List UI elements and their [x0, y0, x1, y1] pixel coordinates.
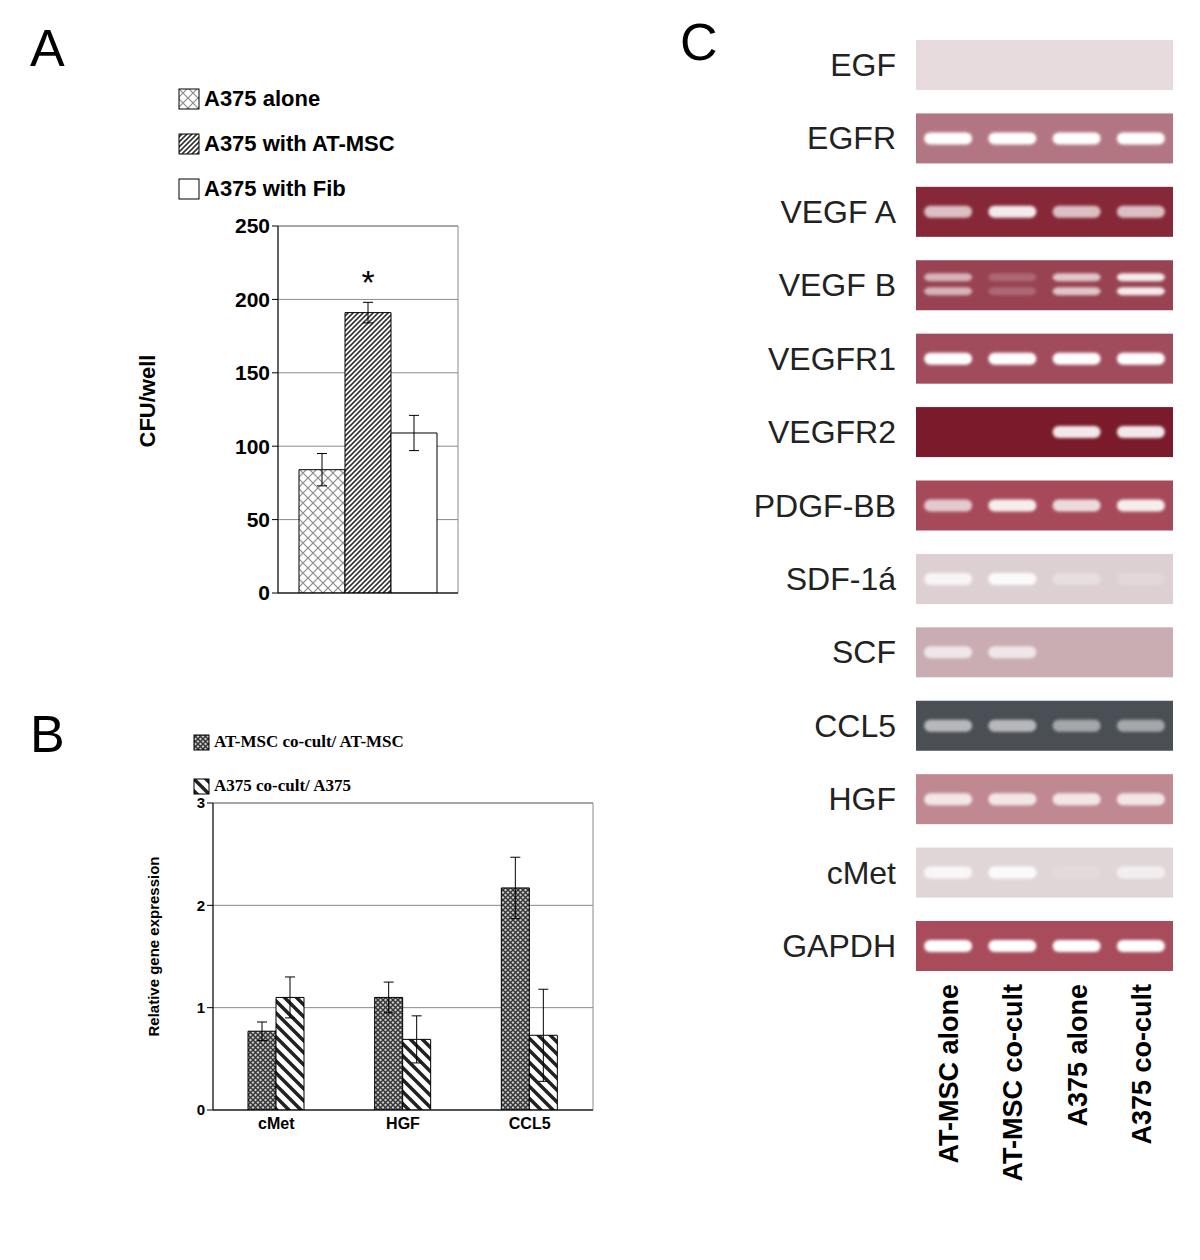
svg-text:0: 0	[258, 581, 270, 604]
svg-text:3: 3	[197, 794, 205, 811]
html-text:B: B	[30, 705, 65, 763]
html-text:A: A	[30, 19, 65, 77]
svg-text:SCF: SCF	[832, 634, 896, 670]
svg-text:100: 100	[235, 435, 270, 458]
svg-text:AT-MSC alone: AT-MSC alone	[934, 984, 964, 1164]
svg-text:2: 2	[197, 897, 205, 914]
svg-text:VEGF B: VEGF B	[779, 267, 896, 303]
svg-text:50: 50	[247, 508, 270, 531]
svg-text:A375 alone: A375 alone	[1063, 984, 1093, 1127]
html-text:CFU/well: CFU/well	[135, 354, 160, 448]
svg-text:250: 250	[235, 214, 270, 237]
svg-text:SDF-1á: SDF-1á	[786, 561, 896, 597]
svg-text:*: *	[361, 263, 374, 301]
svg-text:0: 0	[197, 1101, 205, 1118]
svg-text:VEGF A: VEGF A	[780, 194, 896, 230]
html-text:A375 with AT-MSC: A375 with AT-MSC	[204, 130, 395, 156]
svg-text:PDGF-BB: PDGF-BB	[754, 488, 896, 524]
svg-text:EGFR: EGFR	[807, 120, 896, 156]
svg-text:GAPDH: GAPDH	[782, 928, 896, 964]
html-text:A375 co-cult/ A375: A375 co-cult/ A375	[214, 776, 351, 795]
svg-text:VEGFR1: VEGFR1	[768, 341, 896, 377]
svg-text:200: 200	[235, 288, 270, 311]
svg-text:CCL5: CCL5	[814, 708, 896, 744]
svg-text:HGF: HGF	[828, 781, 896, 817]
svg-text:AT-MSC co-cult: AT-MSC co-cult	[998, 984, 1028, 1182]
svg-text:cMet: cMet	[827, 855, 896, 891]
svg-text:CCL5: CCL5	[509, 1115, 551, 1132]
html-text:A375 alone: A375 alone	[204, 85, 321, 111]
svg-text:cMet: cMet	[258, 1115, 295, 1132]
svg-text:EGF: EGF	[830, 47, 896, 83]
html-text:AT-MSC co-cult/ AT-MSC: AT-MSC co-cult/ AT-MSC	[214, 732, 404, 751]
svg-text:150: 150	[235, 361, 270, 384]
html-text:C: C	[680, 13, 718, 71]
html-text:Relative gene expression: Relative gene expression	[144, 856, 162, 1037]
svg-text:VEGFR2: VEGFR2	[768, 414, 896, 450]
html-text:A375 with Fib: A375 with Fib	[204, 175, 346, 201]
svg-text:1: 1	[197, 999, 205, 1016]
svg-text:A375 co-cult: A375 co-cult	[1127, 984, 1157, 1145]
svg-text:HGF: HGF	[386, 1115, 420, 1132]
